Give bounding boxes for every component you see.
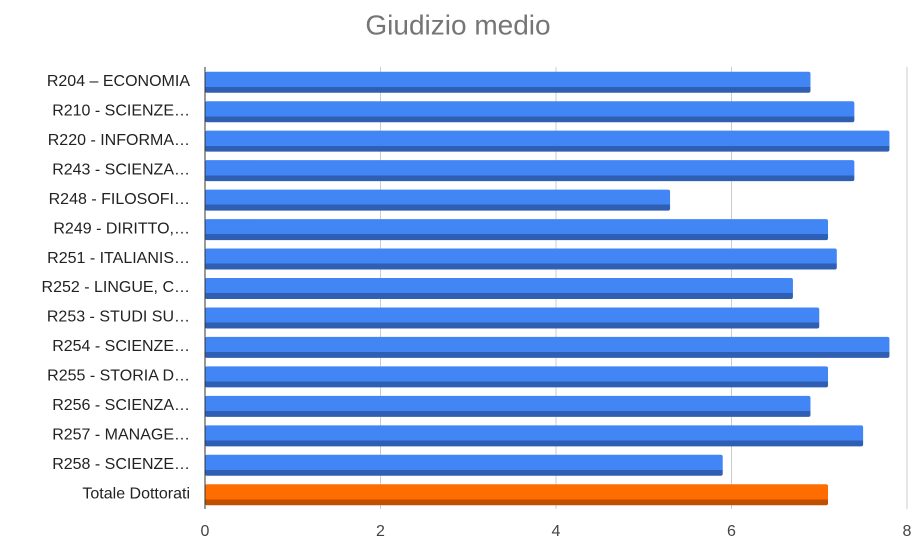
- bar: [205, 160, 855, 182]
- bar: [205, 71, 811, 93]
- y-tick-label: R254 - SCIENZE…: [52, 338, 190, 355]
- y-tick-label: R252 - LINGUE, C…: [42, 279, 190, 296]
- y-tick-label: R220 - INFORMA…: [48, 132, 190, 149]
- bar: [205, 395, 811, 417]
- bar: [205, 484, 829, 506]
- x-tick-label: 2: [376, 523, 385, 540]
- bar: [205, 454, 723, 476]
- bar: [205, 130, 890, 152]
- y-tick-label: R255 - STORIA D…: [47, 368, 190, 385]
- bar: [205, 366, 829, 388]
- bar: [205, 248, 837, 270]
- y-tick-label: R210 - SCIENZE…: [52, 102, 190, 119]
- x-tick-label: 4: [552, 523, 561, 540]
- y-tick-label: R248 - FILOSOFI…: [49, 191, 190, 208]
- y-tick-label: R204 – ECONOMIA: [47, 73, 190, 90]
- bar: [205, 336, 890, 358]
- y-tick-label: R249 - DIRITTO,…: [53, 220, 190, 237]
- bar: [205, 307, 820, 329]
- y-tick-label: R251 - ITALIANIS…: [47, 250, 190, 267]
- x-tick-label: 0: [201, 523, 210, 540]
- y-tick-label: R258 - SCIENZE…: [52, 456, 190, 473]
- bar: [205, 219, 829, 241]
- bar: [205, 189, 671, 211]
- x-tick-label: 8: [903, 523, 912, 540]
- bar: [205, 278, 793, 299]
- y-tick-label: Totale Dottorati: [82, 485, 190, 502]
- bar: [205, 425, 864, 447]
- chart-title: Giudizio medio: [365, 9, 550, 40]
- y-tick-label: R253 - STUDI SU…: [47, 309, 190, 326]
- y-tick-label: R256 - SCIENZA…: [52, 397, 190, 414]
- x-tick-label: 6: [727, 523, 736, 540]
- bar: [205, 101, 855, 123]
- y-tick-label: R257 - MANAGE…: [52, 427, 190, 444]
- y-tick-label: R243 - SCIENZA…: [52, 161, 190, 178]
